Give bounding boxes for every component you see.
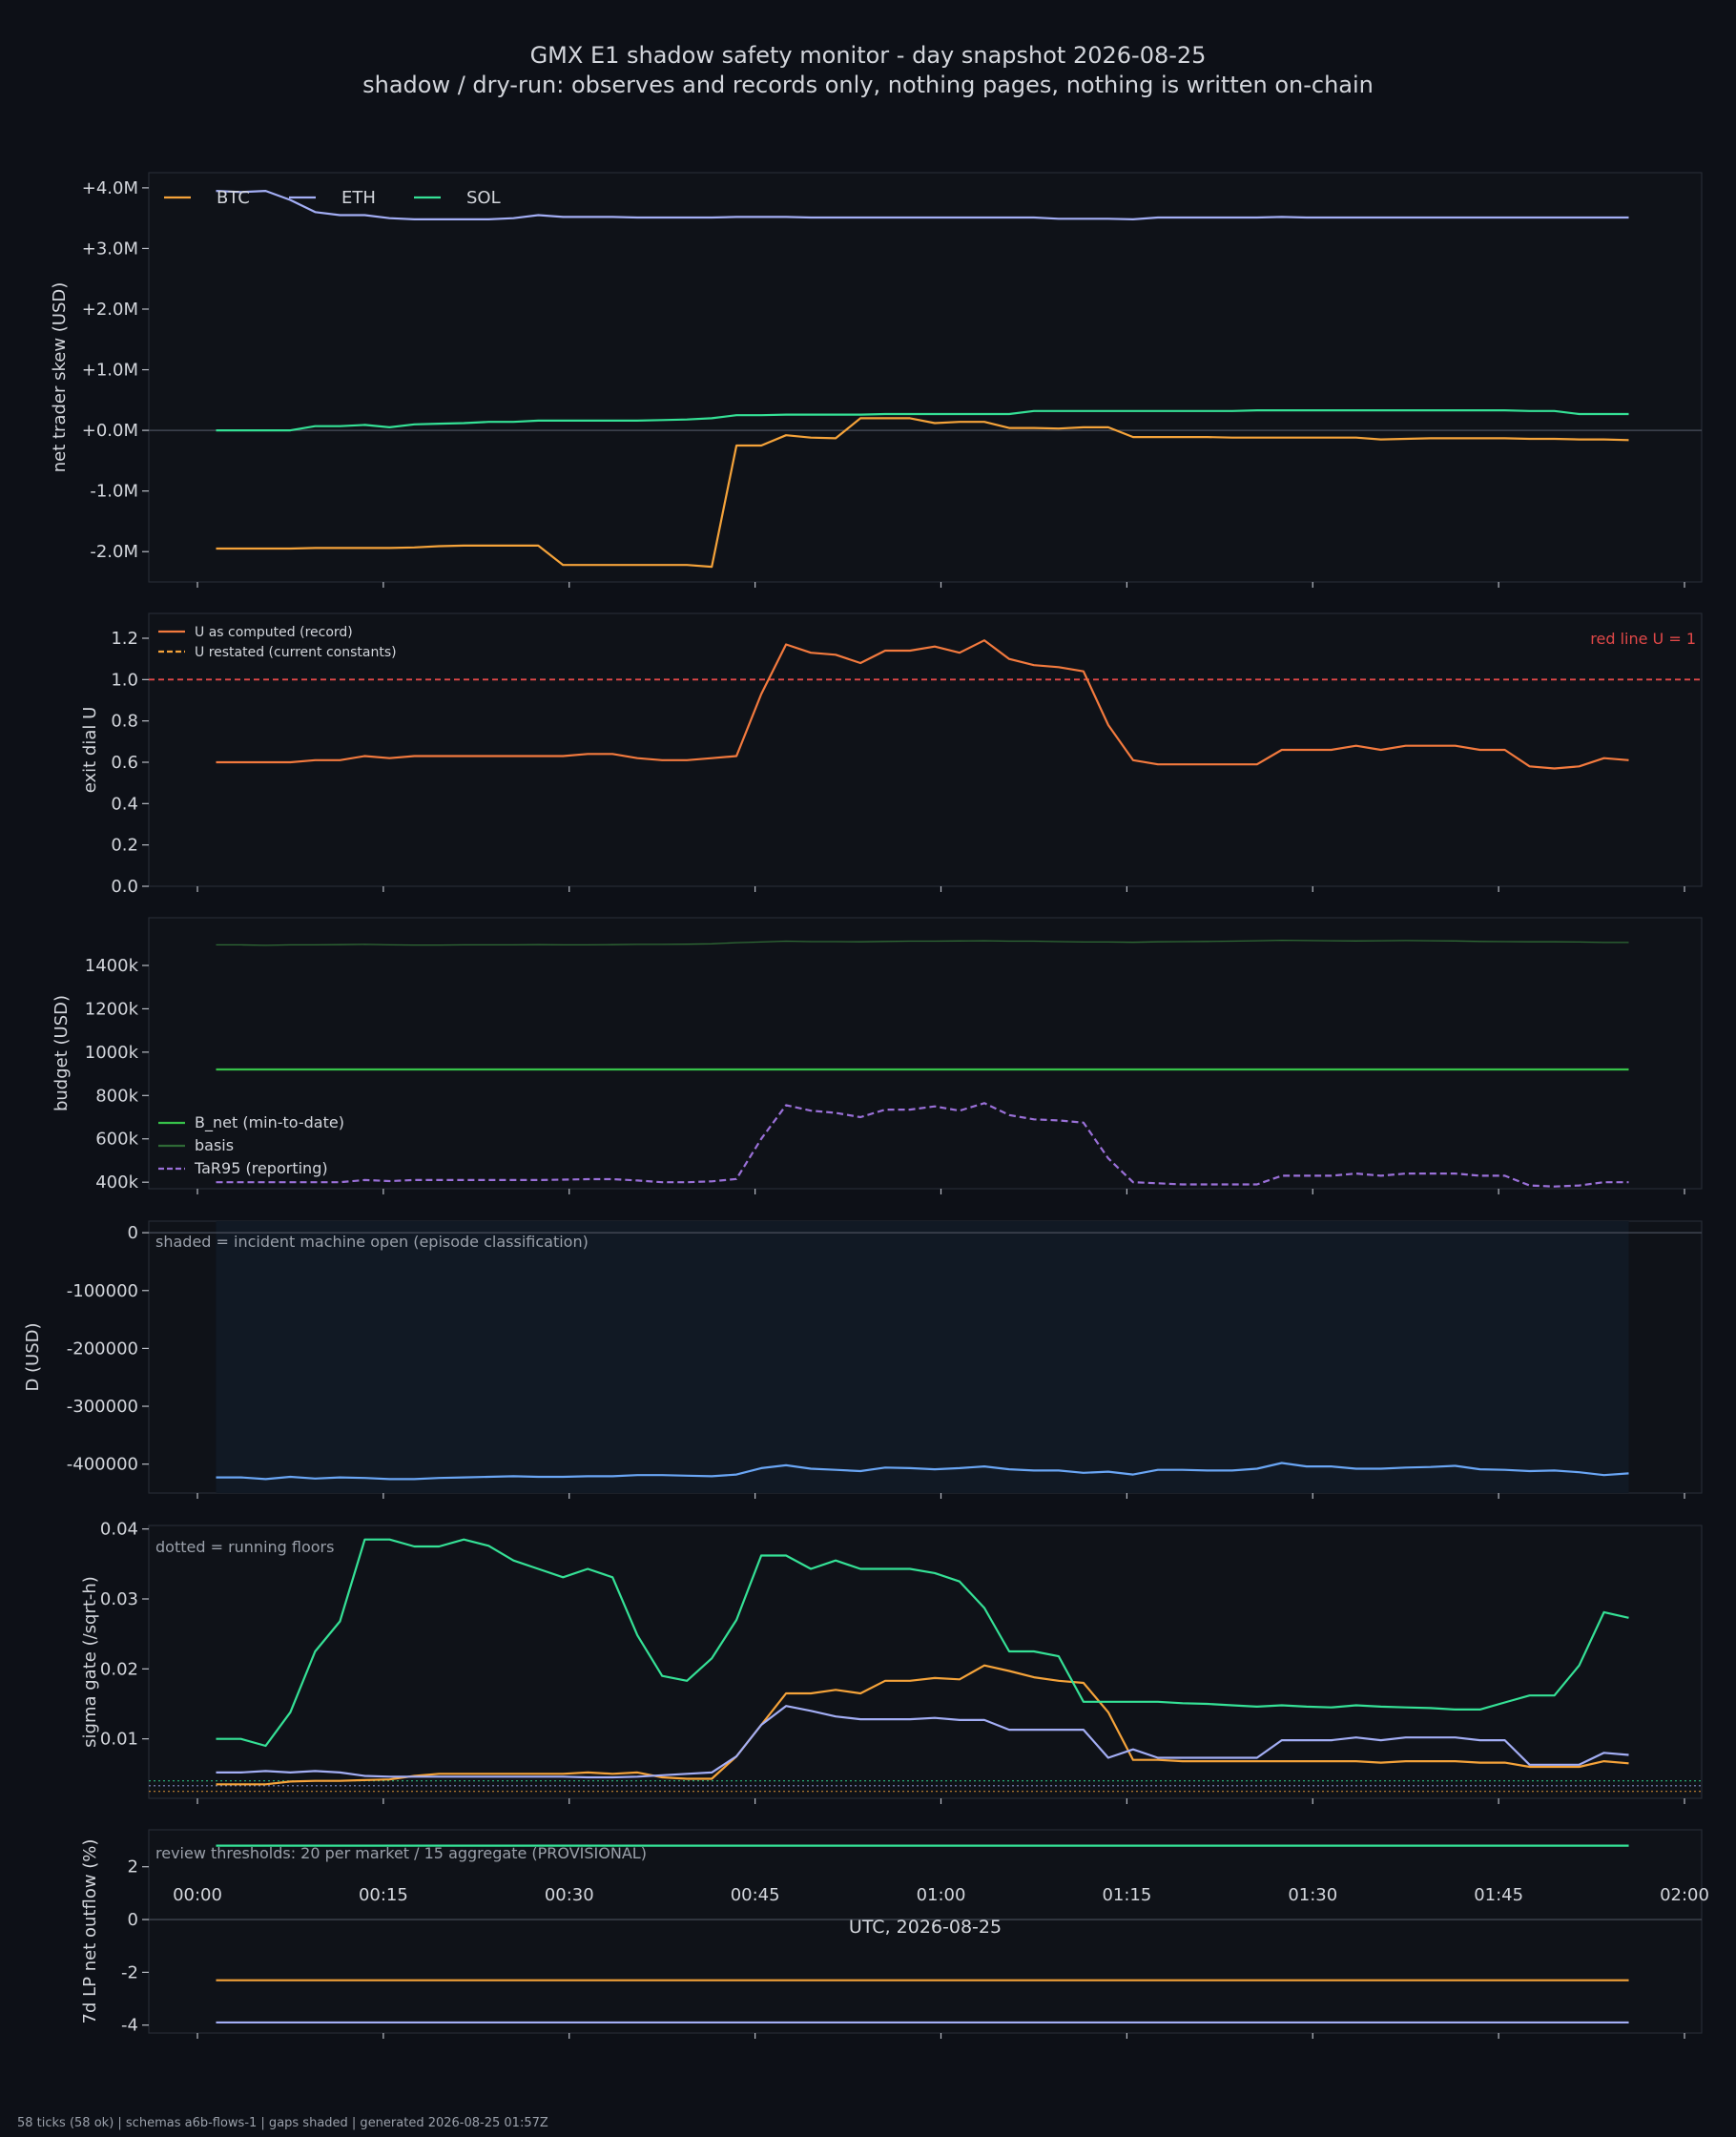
panel-annotation: review thresholds: 20 per market / 15 ag…	[155, 1844, 647, 1862]
y-tick-label: 2	[128, 1857, 138, 1878]
x-tick-label: 00:30	[545, 1885, 594, 1905]
panel-frame	[148, 612, 1703, 887]
legend-label: U as computed (record)	[195, 625, 353, 640]
panel-3: 1400k 1200k 1000k 800k 600k 400k budget (USD) B…	[52, 917, 1703, 1194]
y-axis-label: budget (USD)	[52, 995, 72, 1111]
shared-x-axis: 00:00 00:15 00:30 00:45 01:00 01:15 01:30 01:45…	[173, 1885, 1709, 1905]
panel-annotation: red line U = 1	[1590, 630, 1696, 648]
y-tick-label: 0.01	[100, 1730, 138, 1750]
panel-annotation: dotted = running floors	[155, 1538, 334, 1556]
figure-subtitle: shadow / dry-run: observes and records o…	[362, 72, 1374, 98]
y-tick-label: +3.0M	[82, 239, 138, 259]
series-line-u-as-computed-record	[216, 639, 1629, 770]
x-tick-label: 01:30	[1288, 1885, 1337, 1905]
series-line-basis	[216, 939, 1629, 946]
y-axis-label: sigma gate (/sqrt-h)	[80, 1576, 100, 1748]
x-tick-label: 00:00	[173, 1885, 222, 1905]
y-tick-label: +4.0M	[82, 178, 138, 198]
y-tick-label: 0.4	[111, 794, 138, 814]
x-tick-label: 01:00	[917, 1885, 966, 1905]
y-tick-label: +1.0M	[82, 361, 138, 381]
y-tick-label: 0.04	[100, 1520, 138, 1540]
panel-frame	[148, 917, 1703, 1190]
x-axis-label: UTC, 2026-08-25	[849, 1917, 1002, 1938]
y-tick-label: -4	[121, 2016, 138, 2036]
y-tick-label: 1000k	[85, 1043, 139, 1063]
panel-2: 1.2 1.0 0.8 0.6 0.4 0.2 0.0 exit dial U U as com…	[80, 612, 1703, 897]
x-tick-label: 01:15	[1102, 1885, 1151, 1905]
y-tick-label: -100000	[67, 1281, 138, 1301]
legend-label: basis	[195, 1136, 234, 1154]
y-tick-label: 0.8	[111, 712, 138, 732]
y-tick-label: -1.0M	[90, 482, 138, 502]
y-tick-label: 1400k	[85, 956, 139, 976]
panel-1: +4.0M +3.0M +2.0M +1.0M +0.0M -1.0M -2.0M net t…	[50, 172, 1703, 588]
y-axis-label: D (USD)	[23, 1322, 43, 1391]
y-tick-label: -300000	[67, 1397, 138, 1417]
x-tick-label: 01:45	[1474, 1885, 1523, 1905]
series-line-tar95-reporting	[216, 1102, 1629, 1188]
series-line-sol	[216, 1538, 1629, 1748]
y-tick-label: 0.0	[111, 877, 138, 897]
x-tick-label: 00:15	[359, 1885, 408, 1905]
legend-label: U restated (current constants)	[195, 645, 397, 660]
y-tick-label: -200000	[67, 1338, 138, 1359]
y-tick-label: 0	[128, 1910, 138, 1930]
legend-label: SOL	[466, 188, 501, 208]
figure-title: GMX E1 shadow safety monitor - day snaps…	[530, 42, 1207, 69]
panel-frame	[148, 1525, 1703, 1799]
x-tick-label: 00:45	[731, 1885, 780, 1905]
incident-shaded-region	[216, 1221, 1629, 1493]
y-tick-label: -2.0M	[90, 542, 138, 562]
y-tick-label: +0.0M	[82, 421, 138, 441]
panel-6: 2 0 -2 -4 7d LP net outflow (%) review thresh…	[80, 1829, 1703, 2039]
y-tick-label: 0.02	[100, 1659, 138, 1679]
panel-4: 0 -100000 -200000 -300000 -400000 D (USD) shad…	[23, 1220, 1703, 1499]
y-tick-label: +2.0M	[82, 300, 138, 320]
y-axis-label: exit dial U	[80, 707, 100, 794]
series-line-btc	[216, 1664, 1629, 1786]
series-line-btc	[216, 417, 1629, 569]
y-tick-label: 0.03	[100, 1589, 138, 1609]
y-tick-label: 1200k	[85, 999, 139, 1019]
panel-frame	[148, 172, 1703, 583]
legend-label: ETH	[341, 188, 376, 208]
series-line-d	[216, 1462, 1629, 1481]
y-tick-label: 1.2	[111, 629, 138, 649]
series-line-sol	[216, 409, 1629, 432]
series-line-eth	[216, 190, 1629, 220]
y-tick-label: -2	[121, 1962, 138, 1982]
panel-frame	[148, 1829, 1703, 2034]
x-tick-label: 02:00	[1660, 1885, 1709, 1905]
panel-annotation: shaded = incident machine open (episode …	[155, 1233, 589, 1251]
footer-status: 58 ticks (58 ok) | schemas a6b-flows-1 |…	[17, 2116, 548, 2130]
legend-label: TaR95 (reporting)	[194, 1159, 328, 1177]
y-tick-label: 0	[128, 1223, 138, 1243]
legend-label: BTC	[217, 188, 250, 208]
y-tick-label: 400k	[95, 1172, 138, 1193]
y-tick-label: 800k	[95, 1086, 138, 1106]
legend-label: B_net (min-to-date)	[195, 1113, 344, 1132]
y-tick-label: 1.0	[111, 670, 138, 690]
y-tick-label: 0.2	[111, 836, 138, 856]
y-axis-label: net trader skew (USD)	[50, 282, 70, 473]
series-line-eth	[216, 1705, 1629, 1779]
y-tick-label: -400000	[67, 1455, 138, 1475]
y-axis-label: 7d LP net outflow (%)	[80, 1839, 100, 2024]
y-tick-label: 600k	[95, 1130, 138, 1150]
y-tick-label: 0.6	[111, 753, 138, 773]
chart-panels: +4.0M +3.0M +2.0M +1.0M +0.0M -1.0M -2.0M net t…	[23, 172, 1703, 2039]
